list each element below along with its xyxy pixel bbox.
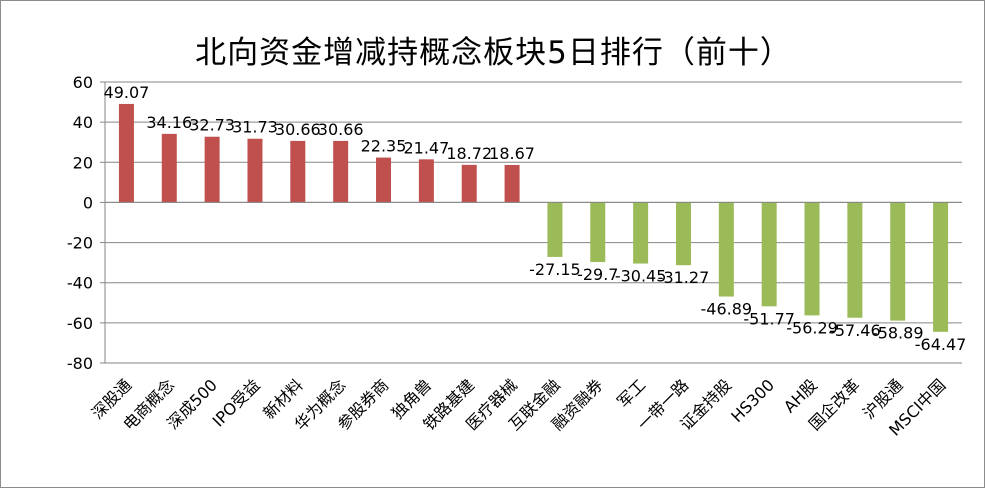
x-tick-label: HS300	[727, 375, 778, 426]
data-label: -29.7	[577, 265, 618, 284]
bar	[633, 202, 649, 264]
data-label: 18.72	[446, 144, 492, 163]
data-label: 22.35	[361, 137, 407, 156]
data-label: -51.77	[743, 309, 795, 328]
bar	[547, 202, 563, 257]
data-label: 31.73	[232, 118, 278, 137]
data-label: -31.27	[658, 268, 710, 287]
data-label: 21.47	[403, 138, 449, 157]
data-label: -46.89	[701, 300, 753, 319]
data-label: 49.07	[104, 83, 150, 102]
data-label: 30.66	[275, 120, 321, 139]
bar	[504, 164, 520, 203]
bar	[804, 202, 820, 316]
data-label: -27.15	[529, 260, 581, 279]
y-tick-label: 60	[73, 73, 93, 92]
bar	[590, 202, 606, 263]
y-tick-label: -40	[67, 274, 93, 293]
y-tick-label: -60	[67, 314, 93, 333]
bar	[204, 136, 220, 203]
bar	[761, 202, 777, 307]
y-tick-label: 0	[83, 193, 93, 212]
bar	[376, 157, 392, 203]
bar	[247, 138, 263, 203]
y-tick-label: 20	[73, 153, 93, 172]
bar	[675, 202, 691, 266]
y-tick-label: -20	[67, 234, 93, 253]
data-label: -64.47	[915, 335, 967, 354]
chart-title: 北向资金增减持概念板块5日排行（前十）	[195, 35, 792, 71]
bar	[161, 133, 177, 203]
bar	[847, 202, 863, 318]
y-tick-label: 40	[73, 113, 93, 132]
data-label: 30.66	[318, 120, 364, 139]
data-label: -57.46	[829, 321, 881, 340]
bar	[718, 202, 734, 297]
data-label: -58.89	[872, 324, 924, 343]
x-tick-label: 军工	[613, 375, 649, 411]
bar	[933, 202, 949, 332]
data-label: -30.45	[615, 267, 667, 286]
data-label: 18.67	[489, 144, 535, 163]
data-label: 34.16	[146, 113, 192, 132]
y-tick-label: -80	[67, 354, 93, 373]
bar	[290, 140, 306, 203]
x-tick-label: IPO受益	[209, 375, 264, 430]
bar	[333, 140, 349, 203]
data-label: -56.29	[786, 318, 838, 337]
bar	[118, 103, 134, 203]
bar	[890, 202, 906, 321]
bar	[418, 159, 434, 203]
data-label: 32.73	[189, 116, 235, 135]
bar	[461, 164, 477, 203]
